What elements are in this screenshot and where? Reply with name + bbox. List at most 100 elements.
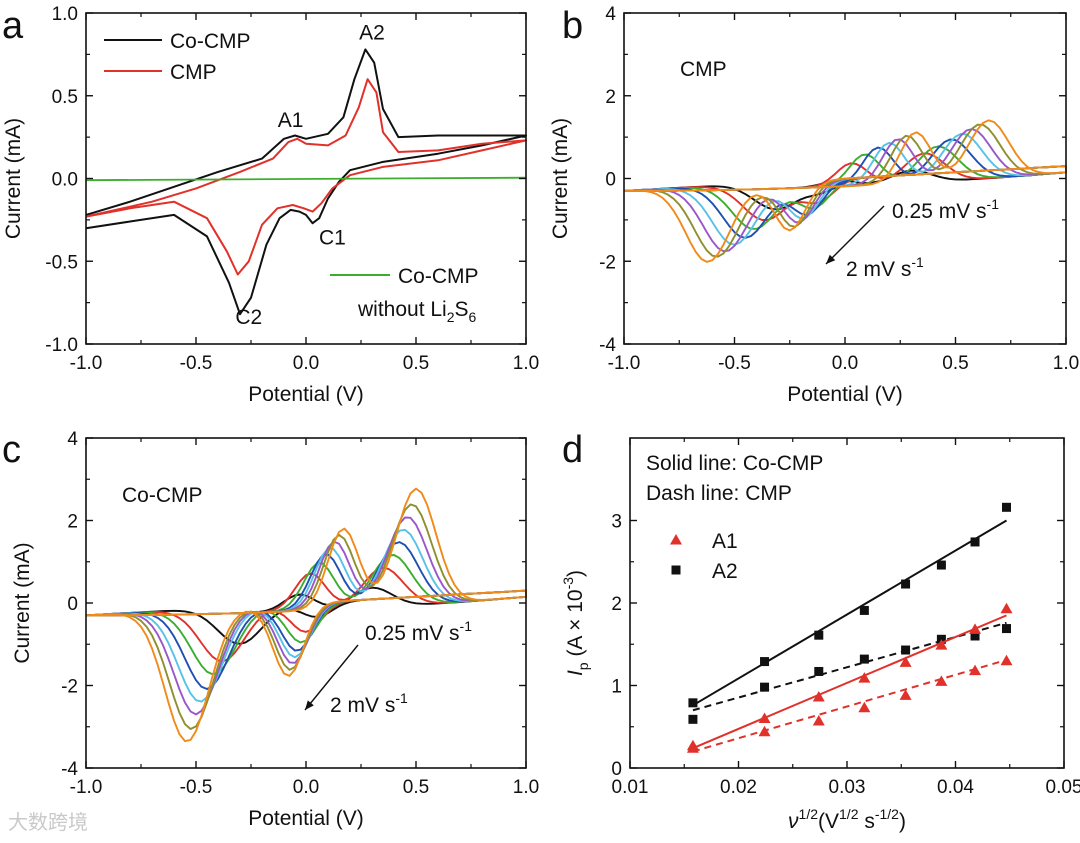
panel-c-chart: -1.0 -0.5 0.0 0.5 1.0 -4 -2 0 2 4 Potential (V) Cur…	[11, 429, 539, 830]
series-line-2	[85, 78, 527, 276]
note-solid-line: Solid line: Co-CMP	[646, 452, 823, 475]
data-point-triangle	[935, 639, 948, 650]
y-tick-label: 2	[605, 87, 616, 108]
data-point-square	[1001, 624, 1011, 634]
x-tick-label: 0.02	[720, 777, 757, 798]
y-tick-label: 1.0	[52, 4, 78, 25]
legend-marker-triangle	[670, 534, 682, 545]
scan-rate-max-label: 2 mV s-1	[846, 254, 924, 281]
x-tick-label: -1.0	[70, 353, 103, 374]
note-dash-line: Dash line: CMP	[646, 482, 792, 505]
panel-letter-b: b	[562, 5, 583, 47]
y-tick-label: -4	[61, 759, 78, 780]
scan-arrow-head	[826, 254, 836, 264]
x-tick-label: -0.5	[718, 353, 751, 374]
data-point-square	[760, 682, 770, 692]
data-point-square	[814, 630, 824, 640]
peak-label: A2	[359, 21, 385, 44]
data-point-triangle	[858, 672, 871, 683]
watermark: 大数跨境	[8, 810, 88, 834]
x-tick-label: 0.04	[937, 777, 974, 798]
legend-label-without: Co-CMP	[398, 265, 479, 288]
data-point-square	[970, 631, 980, 641]
panel-letter-c: c	[2, 429, 21, 471]
series-line-1	[85, 48, 527, 316]
y-tick-label: 0	[611, 759, 622, 780]
data-point-square	[901, 645, 911, 655]
data-point-square	[688, 698, 698, 708]
panel-letter-a: a	[2, 5, 24, 47]
y-tick-label: -0.5	[45, 252, 78, 273]
y-axis-title: Ip (A × 10-3)	[560, 570, 591, 676]
data-point-triangle	[686, 742, 699, 753]
x-tick-label: 0.0	[293, 353, 319, 374]
x-axis-title: ν1/2(V1/2 s-1/2)	[788, 806, 906, 833]
data-point-square	[970, 537, 980, 547]
y-axis-title: Current (mA)	[11, 542, 34, 663]
data-point-triangle	[812, 691, 825, 702]
fit-line-2	[692, 621, 1007, 712]
x-tick-label: 0.0	[832, 353, 858, 374]
data-point-square	[814, 666, 824, 676]
peak-label: C2	[235, 306, 262, 329]
y-tick-label: 4	[605, 4, 616, 25]
scan-rate-max-label: 2 mV s-1	[330, 690, 408, 717]
data-point-square	[901, 579, 911, 589]
legend-label-without-line2: without Li2S6	[357, 298, 477, 325]
legend-marker-square	[671, 565, 681, 575]
data-point-triangle	[969, 664, 982, 676]
y-tick-label: 3	[611, 512, 622, 533]
y-axis-title: Current (mA)	[549, 118, 572, 239]
y-tick-label: -2	[599, 252, 616, 273]
x-axis-title: Potential (V)	[248, 383, 364, 406]
x-axis-title: Potential (V)	[248, 807, 364, 830]
x-tick-label: 0.5	[403, 777, 429, 798]
peak-label: A1	[278, 109, 304, 132]
series-line-3	[85, 176, 527, 182]
fit-line-3	[692, 614, 1007, 750]
x-tick-label: 0.05	[1046, 777, 1080, 798]
scan-arrow-head	[305, 700, 314, 710]
scan-rate-min-label: 0.25 mV s-1	[365, 618, 472, 645]
x-tick-label: 1.0	[1053, 353, 1079, 374]
legend-label: A2	[712, 560, 738, 583]
panel-d-chart: 0.01 0.02 0.03 0.04 0.05 0 1 2 3 Solid line: Co-C…	[560, 437, 1080, 833]
y-tick-label: 0	[605, 170, 616, 191]
x-tick-label: -0.5	[180, 777, 213, 798]
data-point-triangle	[935, 675, 948, 686]
y-tick-label: 0.0	[52, 170, 78, 191]
y-tick-label: -1.0	[45, 335, 78, 356]
scan-arrow	[304, 644, 359, 711]
x-tick-label: 0.03	[829, 777, 866, 798]
data-point-triangle	[1000, 602, 1013, 614]
legend-label: Co-CMP	[170, 30, 251, 53]
x-axis-title: Potential (V)	[787, 383, 903, 406]
y-tick-label: 0	[67, 594, 78, 615]
legend-label: A1	[712, 530, 738, 553]
x-tick-label: -0.5	[180, 353, 213, 374]
legend-label: CMP	[170, 61, 217, 84]
data-point-triangle	[758, 725, 771, 737]
scan-rate-min-label: 0.25 mV s-1	[892, 196, 999, 223]
x-tick-label: 0.01	[612, 777, 649, 798]
data-point-triangle	[899, 689, 912, 700]
data-point-square	[859, 605, 869, 615]
y-tick-label: 4	[67, 429, 78, 450]
x-tick-label: -1.0	[70, 777, 103, 798]
panel-title: CMP	[680, 58, 727, 81]
x-tick-label: 1.0	[513, 353, 539, 374]
panel-letter-d: d	[562, 429, 583, 471]
data-point-square	[760, 657, 770, 667]
data-point-square	[936, 560, 946, 570]
peak-label: C1	[319, 227, 346, 250]
x-tick-label: 0.0	[293, 777, 319, 798]
scan-arrow	[825, 205, 885, 265]
scan-curve-8	[623, 119, 1067, 263]
y-tick-label: -4	[599, 335, 616, 356]
data-point-square	[1001, 502, 1011, 512]
y-tick-label: 0.5	[52, 87, 78, 108]
panel-b-chart: -1.0 -0.5 0.0 0.5 1.0 -4 -2 0 2 4 Potential (V) Cur…	[549, 4, 1079, 406]
y-axis-title: Current (mA)	[2, 118, 25, 239]
y-tick-label: -2	[61, 677, 78, 698]
